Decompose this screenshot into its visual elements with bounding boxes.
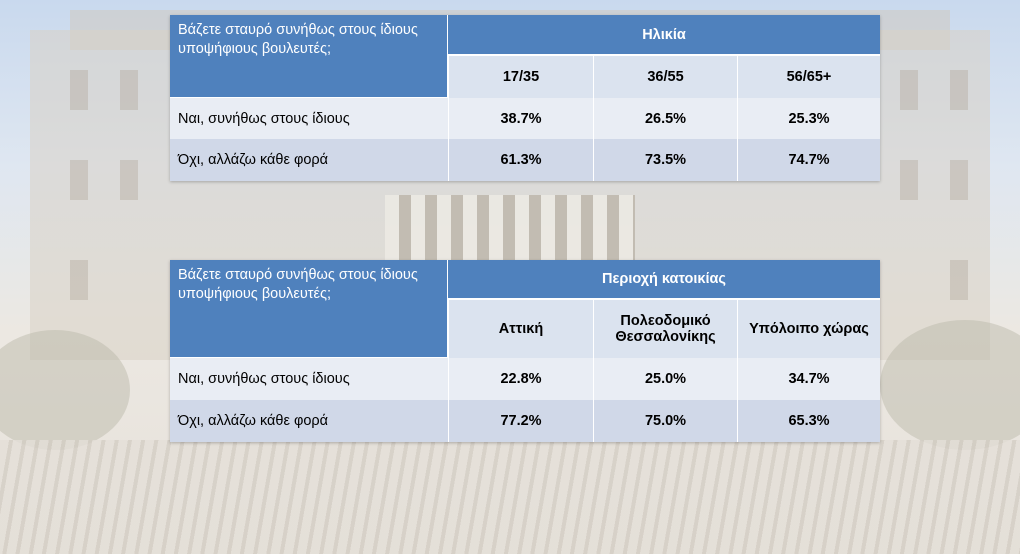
table-cell: 34.7% <box>737 358 880 400</box>
row-label: Ναι, συνήθως στους ίδιους <box>170 98 448 139</box>
table-cell: 61.3% <box>448 139 593 181</box>
table-cell: 25.0% <box>593 358 737 400</box>
question-header: Βάζετε σταυρό συνήθως στους ίδιους υποψή… <box>170 15 448 98</box>
table-cell: 65.3% <box>737 400 880 442</box>
table-row: Ναι, συνήθως στους ίδιους 22.8% 25.0% 34… <box>170 358 880 400</box>
table-cell: 77.2% <box>448 400 593 442</box>
row-label: Ναι, συνήθως στους ίδιους <box>170 358 448 400</box>
table-row: Όχι, αλλάζω κάθε φορά 61.3% 73.5% 74.7% <box>170 139 880 181</box>
table-row: Ναι, συνήθως στους ίδιους 38.7% 26.5% 25… <box>170 98 880 139</box>
region-group-header: Περιοχή κατοικίας <box>448 260 880 300</box>
column-header: Υπόλοιπο χώρας <box>737 300 880 358</box>
column-header: Αττική <box>448 300 593 358</box>
table-cell: 26.5% <box>593 98 737 139</box>
table-cell: 22.8% <box>448 358 593 400</box>
question-header: Βάζετε σταυρό συνήθως στους ίδιους υποψή… <box>170 260 448 358</box>
table-row: Όχι, αλλάζω κάθε φορά 77.2% 75.0% 65.3% <box>170 400 880 442</box>
column-header: 56/65+ <box>737 56 880 98</box>
table-cell: 74.7% <box>737 139 880 181</box>
column-header: 17/35 <box>448 56 593 98</box>
row-label: Όχι, αλλάζω κάθε φορά <box>170 139 448 181</box>
table-cell: 25.3% <box>737 98 880 139</box>
age-table: Βάζετε σταυρό συνήθως στους ίδιους υποψή… <box>170 15 880 181</box>
table-cell: 38.7% <box>448 98 593 139</box>
column-header: Πολεοδομικό Θεσσαλονίκης <box>593 300 737 358</box>
table-cell: 73.5% <box>593 139 737 181</box>
column-header: 36/55 <box>593 56 737 98</box>
region-table: Βάζετε σταυρό συνήθως στους ίδιους υποψή… <box>170 260 880 442</box>
age-group-header: Ηλικία <box>448 15 880 56</box>
row-label: Όχι, αλλάζω κάθε φορά <box>170 400 448 442</box>
table-cell: 75.0% <box>593 400 737 442</box>
